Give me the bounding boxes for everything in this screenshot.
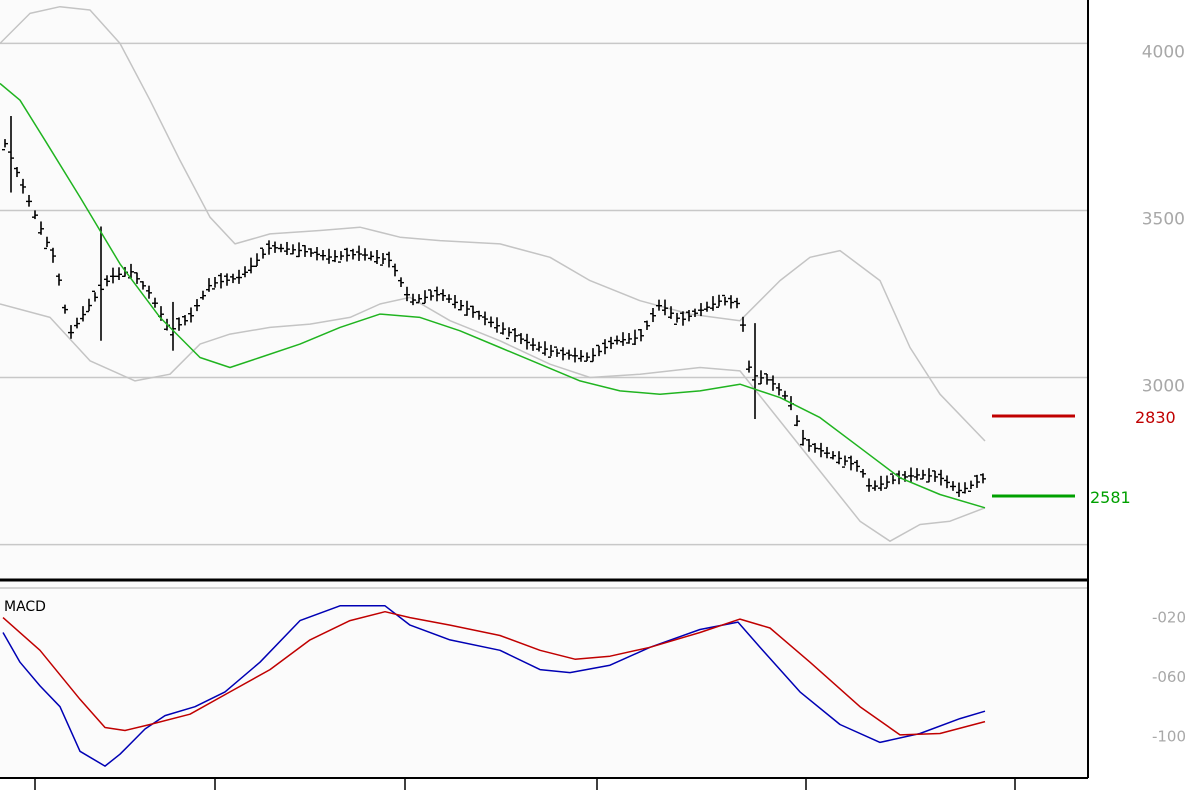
upper-band-line — [0, 5, 986, 442]
chart-frame — [0, 0, 1089, 790]
support-label: 2581 — [1090, 488, 1131, 507]
moving-average-line — [0, 82, 986, 509]
macd-tick-label: -060 — [1152, 668, 1186, 686]
support-resistance-levels: 2830 2581 — [992, 408, 1176, 507]
grid-layer — [0, 42, 1088, 589]
bollinger-bands — [0, 5, 986, 542]
macd-series-1 — [2, 605, 986, 767]
price-tick-label: 3500 — [1142, 209, 1185, 229]
macd-title: MACD — [4, 599, 46, 615]
lower-band-line — [0, 296, 986, 542]
chart-plot-area — [0, 0, 1088, 778]
macd-tick-label: -020 — [1152, 609, 1186, 627]
moving-average — [0, 82, 986, 509]
y-axis-labels: 3000 3500 4000 -020 -060 -100 — [1142, 42, 1186, 745]
macd-panel: MACD — [2, 599, 986, 767]
price-tick-label: 4000 — [1142, 42, 1185, 62]
resistance-label: 2830 — [1135, 408, 1176, 427]
macd-series-2 — [2, 610, 986, 736]
ohlc-bars — [2, 116, 986, 497]
price-tick-label: 3000 — [1142, 377, 1185, 397]
macd-tick-label: -100 — [1152, 727, 1186, 745]
